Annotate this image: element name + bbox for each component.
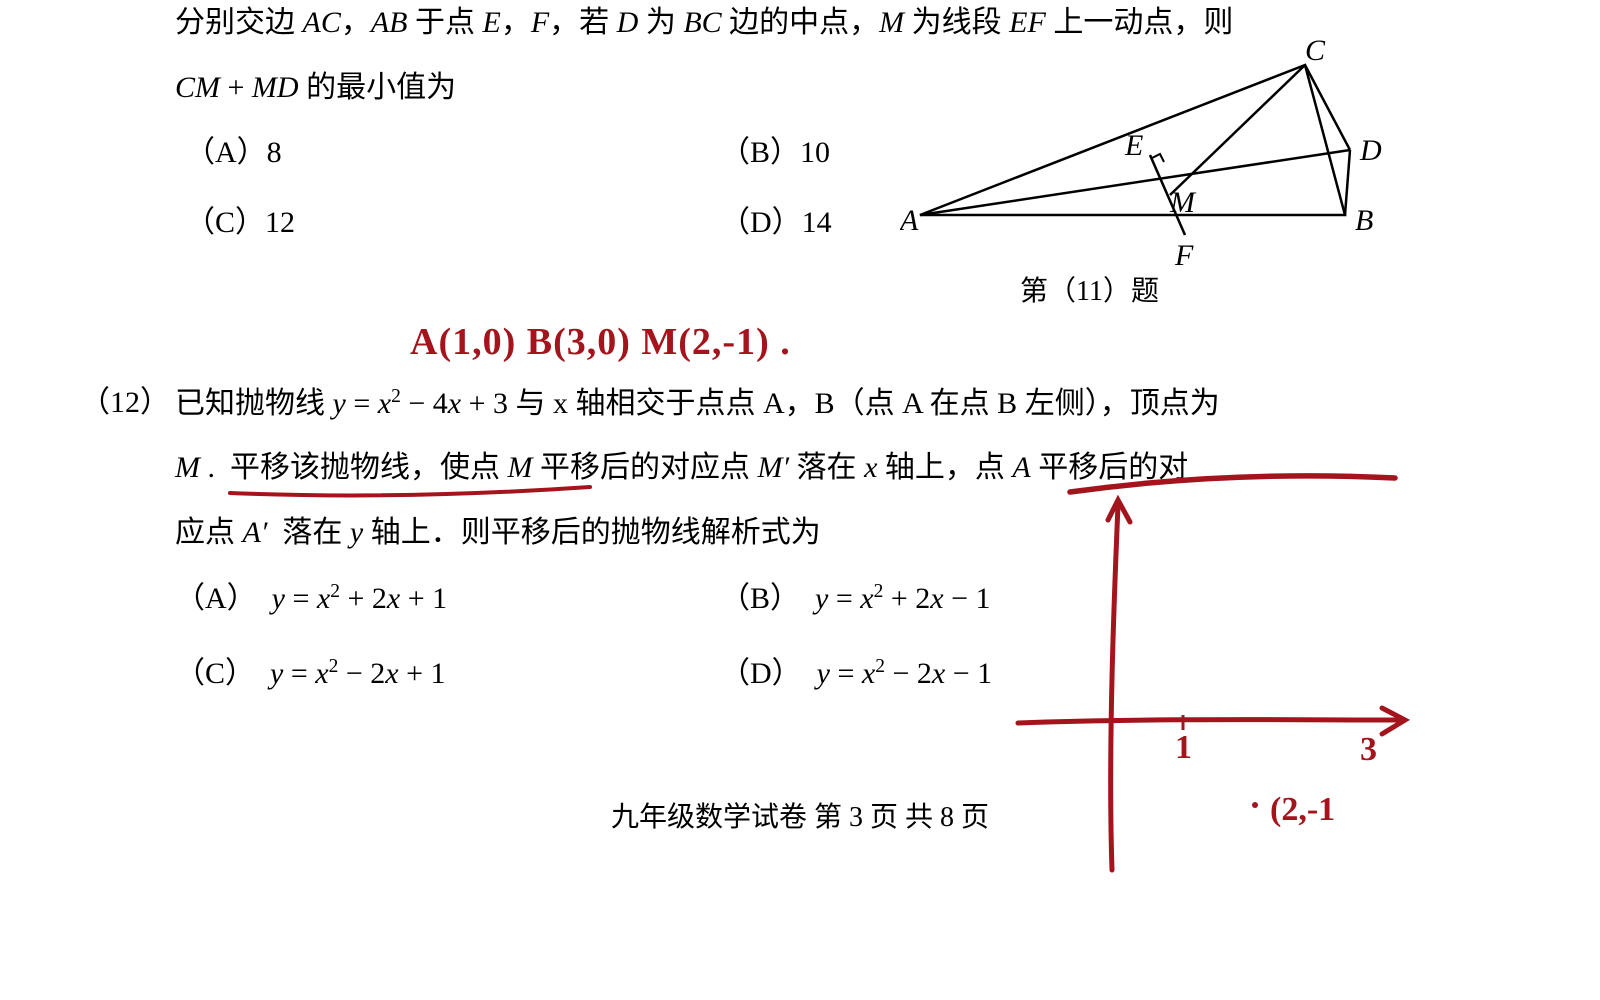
page: 分别交边 AC，AB 于点 E，F，若 D 为 BC 边的中点，M 为线段 EF… bbox=[0, 0, 1600, 1000]
axis-tick-3: 3 bbox=[1360, 731, 1377, 768]
page-footer: 九年级数学试卷 第 3 页 共 8 页 bbox=[0, 795, 1600, 835]
hand-axes: 1 3 (2,-1 bbox=[0, 0, 1600, 1000]
axis-tick-1: 1 bbox=[1175, 729, 1192, 766]
